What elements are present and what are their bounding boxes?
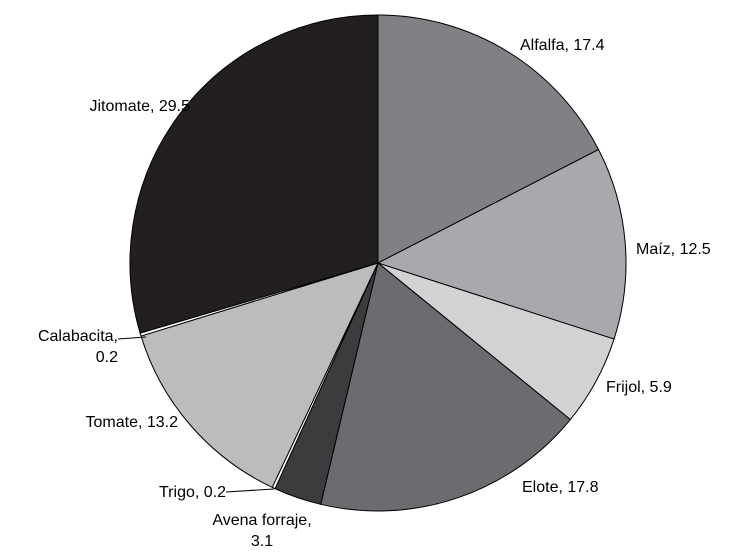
pie-slice-maiz <box>376 148 627 340</box>
pie-slice-elote <box>320 262 572 512</box>
data-label-trigo: Trigo, 0.2 <box>159 484 226 501</box>
data-label-alfalfa: Alfalfa, 17.4 <box>520 37 605 54</box>
data-label-avena-forraje: Avena forraje, 3.1 <box>212 512 311 550</box>
data-label-calabacita: Calabacita, 0.2 <box>38 328 118 366</box>
data-label-elote: Elote, 17.8 <box>522 479 599 496</box>
slices-layer <box>129 14 627 512</box>
data-label-tomate: Tomate, 13.2 <box>86 414 179 431</box>
data-label-jitomate: Jitomate, 29.5 <box>90 98 191 115</box>
leader-lines <box>117 336 275 493</box>
data-labels: Alfalfa, 17.4 Maíz, 12.5 Frijol, 5.9 Elote,… <box>38 37 711 550</box>
leader-line-trigo <box>225 488 275 493</box>
data-label-maiz: Maíz, 12.5 <box>636 241 711 258</box>
pie-slice-alfalfa <box>377 14 600 264</box>
data-label-frijol: Frijol, 5.9 <box>606 379 672 396</box>
leader-line-calabacita <box>117 336 147 340</box>
pie-slice-tomate <box>140 262 379 488</box>
pie-slice-jitomate <box>129 14 379 334</box>
